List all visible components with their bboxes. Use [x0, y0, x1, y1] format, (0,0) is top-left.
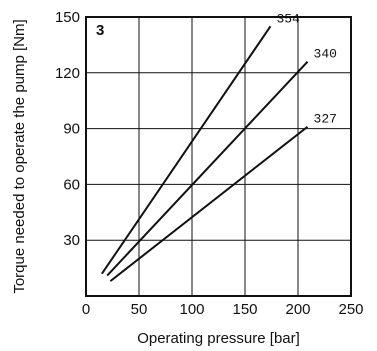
series-line-340: [106, 60, 309, 277]
series-line-327: [109, 125, 309, 282]
series-lines: [101, 25, 309, 282]
x-tick-label-200: 200: [285, 301, 310, 318]
series-label-340: 340: [314, 47, 337, 62]
y-tick-label-120: 120: [55, 65, 80, 82]
plot-frame: [85, 16, 352, 297]
x-axis-title: Operating pressure [bar]: [137, 330, 300, 347]
series-label-327: 327: [314, 112, 337, 127]
plot-border: [85, 16, 352, 297]
y-tick-label-60: 60: [63, 176, 80, 193]
series-labels: 354 340 327: [276, 11, 337, 126]
series-line-354: [101, 25, 272, 275]
panel-label: 3: [96, 22, 104, 39]
tick-labels: 0 50 100 150 200 250 30 60 90 120 150: [55, 9, 364, 318]
x-tick-label-100: 100: [179, 301, 204, 318]
y-tick-label-150: 150: [55, 9, 80, 26]
x-tick-label-50: 50: [131, 301, 148, 318]
y-axis-title: Torque needed to operate the pump [Nm]: [11, 19, 28, 293]
y-tick-label-30: 30: [63, 232, 80, 249]
x-tick-label-150: 150: [232, 301, 257, 318]
x-tick-label-250: 250: [338, 301, 363, 318]
series-label-354: 354: [276, 11, 300, 26]
y-tick-label-90: 90: [63, 121, 80, 138]
x-tick-label-0: 0: [82, 301, 90, 318]
